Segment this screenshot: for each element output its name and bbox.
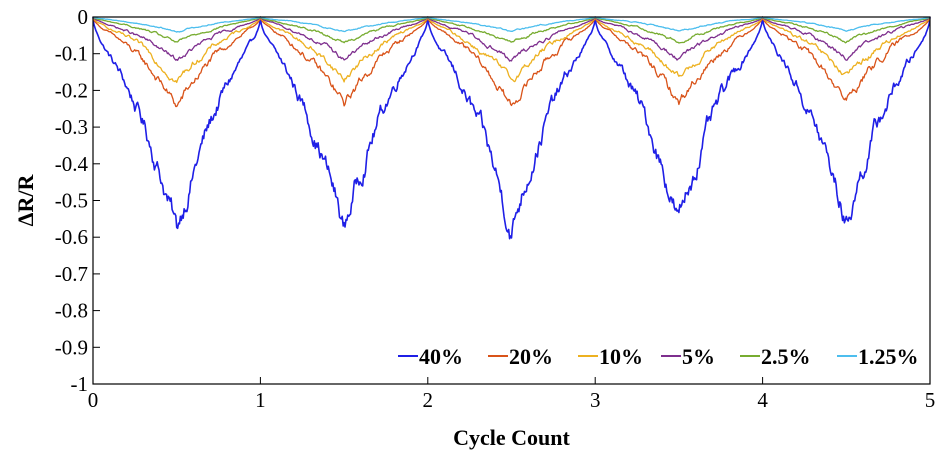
x-tick-label: 2 bbox=[423, 388, 434, 412]
y-tick-label: -0.6 bbox=[55, 225, 88, 249]
y-axis-title: ΔR/R bbox=[13, 174, 38, 227]
series-line bbox=[92, 16, 931, 33]
x-axis-title: Cycle Count bbox=[453, 425, 570, 450]
y-tick-label: -0.3 bbox=[55, 115, 88, 139]
y-tick-label: -0.2 bbox=[55, 78, 88, 102]
y-tick-label: -0.1 bbox=[55, 42, 88, 66]
series-line bbox=[92, 16, 931, 108]
x-tick-label: 1 bbox=[255, 388, 266, 412]
legend-label: 40% bbox=[419, 344, 463, 369]
legend-label: 1.25% bbox=[858, 344, 919, 369]
series-line bbox=[92, 16, 931, 44]
x-tick-label: 4 bbox=[757, 388, 768, 412]
series-line bbox=[92, 16, 931, 84]
axis-ticks: 0 1 2 3 4 5 0 -0.1 -0.2 -0.3 -0.4 -0.5 -0.6 -0.7 -0.8 -… bbox=[55, 5, 935, 412]
y-tick-label: -0.9 bbox=[55, 335, 88, 359]
y-tick-label: -0.8 bbox=[55, 299, 88, 323]
legend-label: 20% bbox=[509, 344, 553, 369]
y-tick-label: -0.5 bbox=[55, 189, 88, 213]
x-tick-label: 5 bbox=[925, 388, 935, 412]
y-tick-label: -0.4 bbox=[55, 152, 89, 176]
legend: 40% 20% 10% 5% 2.5% 1.25% bbox=[398, 344, 919, 369]
plot-lines bbox=[92, 16, 931, 240]
legend-label: 5% bbox=[682, 344, 715, 369]
x-tick-label: 3 bbox=[590, 388, 601, 412]
plot-frame bbox=[92, 16, 931, 385]
y-tick-label: 0 bbox=[78, 5, 89, 29]
series-line bbox=[92, 16, 931, 240]
series-line bbox=[92, 16, 931, 62]
legend-label: 2.5% bbox=[761, 344, 811, 369]
legend-label: 10% bbox=[599, 344, 643, 369]
y-tick-label: -1 bbox=[71, 372, 89, 396]
y-tick-label: -0.7 bbox=[55, 262, 88, 286]
x-tick-label: 0 bbox=[88, 388, 99, 412]
